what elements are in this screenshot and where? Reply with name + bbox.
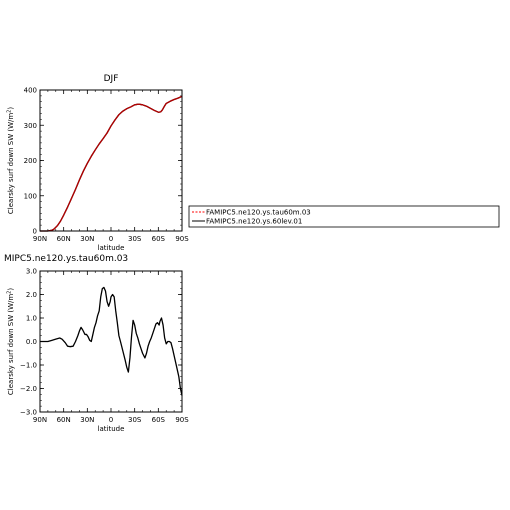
bottom-panel: MIPC5.ne120.ys.tau60m.03 Clearsky surf d… (4, 254, 189, 433)
y-tick-label: 100 (24, 192, 37, 200)
x-tick-label: 90N (33, 235, 47, 243)
legend-label-60lev: FAMIPC5.ne120.ys.60lev.01 (206, 218, 302, 226)
y-tick-label: −2.0 (20, 385, 37, 393)
y-tick-label: 1.0 (26, 315, 37, 323)
y-tick-label: 200 (24, 157, 37, 165)
y-tick-label: 0 (33, 228, 37, 236)
top-panel: DJF Clearsky surf down SW (W/m2) latitud… (7, 74, 190, 252)
series-line (40, 95, 183, 232)
bottom-panel-plot-frame (39, 270, 183, 413)
y-tick-label: 300 (24, 122, 37, 130)
top-panel-y-ticks: 0 100 200 300 400 (24, 87, 182, 236)
series-line (40, 95, 183, 232)
x-tick-label: 30N (80, 235, 94, 243)
x-tick-label: 60S (152, 235, 166, 243)
bottom-panel-y-axis-label: Clearsky surf down SW (W/m2) (7, 288, 16, 396)
series-line (40, 286, 183, 396)
bottom-panel-title: MIPC5.ne120.ys.tau60m.03 (4, 254, 128, 264)
x-tick-label: 30N (80, 416, 94, 424)
x-tick-label: 60N (57, 416, 71, 424)
top-panel-y-axis-label: Clearsky surf down SW (W/m2) (7, 107, 16, 215)
y-tick-label: 400 (24, 87, 37, 95)
top-panel-x-axis-label: latitude (98, 244, 125, 252)
x-tick-label: 90N (33, 416, 47, 424)
x-tick-label: 0 (109, 235, 113, 243)
y-tick-label: −1.0 (20, 362, 37, 370)
y-tick-label: −3.0 (20, 409, 37, 417)
x-tick-label: 90S (175, 416, 189, 424)
x-tick-label: 0 (109, 416, 113, 424)
x-tick-label: 60S (152, 416, 166, 424)
x-tick-label: 30S (128, 416, 142, 424)
top-panel-series (40, 95, 183, 232)
x-tick-label: 60N (57, 235, 71, 243)
y-tick-label: 2.0 (26, 291, 37, 299)
top-panel-title: DJF (104, 74, 119, 84)
top-panel-plot-frame (39, 89, 183, 232)
y-tick-label: 0.0 (26, 338, 37, 346)
legend: FAMIPC5.ne120.ys.tau60m.03 FAMIPC5.ne120… (188, 205, 500, 228)
bottom-panel-series (40, 286, 183, 396)
bottom-panel-x-axis-label: latitude (98, 425, 125, 433)
x-tick-label: 30S (128, 235, 142, 243)
top-panel-x-ticks: 90N 60N 30N 0 30S 60S 90S (33, 90, 189, 243)
legend-label-tau60m: FAMIPC5.ne120.ys.tau60m.03 (206, 209, 311, 217)
legend-box (188, 205, 500, 228)
y-tick-label: 3.0 (26, 268, 37, 276)
bottom-panel-x-ticks: 90N 60N 30N 0 30S 60S 90S (33, 271, 189, 424)
x-tick-label: 90S (175, 235, 189, 243)
